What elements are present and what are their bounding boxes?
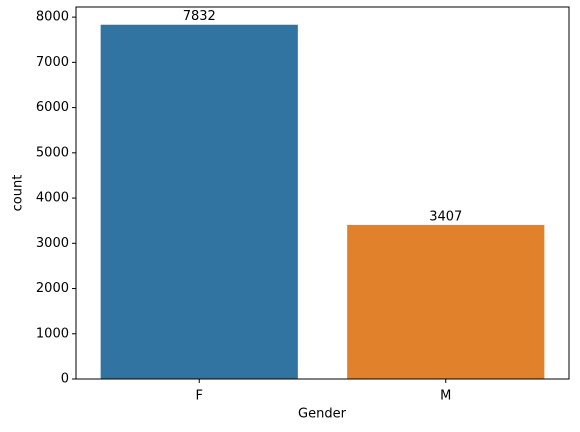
data-label: 7832 <box>183 9 216 24</box>
y-tick-label: 4000 <box>36 191 69 206</box>
y-tick-label: 7000 <box>36 55 69 70</box>
y-tick-label: 3000 <box>36 236 69 251</box>
y-tick-label: 1000 <box>36 326 69 341</box>
data-label: 3407 <box>429 209 462 224</box>
y-tick-label: 0 <box>61 372 69 387</box>
x-tick-label: F <box>196 389 203 404</box>
bar <box>100 24 298 380</box>
x-axis-label: Gender <box>298 407 347 422</box>
y-axis-label: count <box>11 175 26 212</box>
bar <box>347 224 545 379</box>
y-tick-label: 8000 <box>36 10 69 25</box>
plot-frame <box>75 6 570 380</box>
y-tick-label: 2000 <box>36 281 69 296</box>
x-tick-label: M <box>440 389 451 404</box>
y-tick-label: 6000 <box>36 100 69 115</box>
y-tick-label: 5000 <box>36 145 69 160</box>
